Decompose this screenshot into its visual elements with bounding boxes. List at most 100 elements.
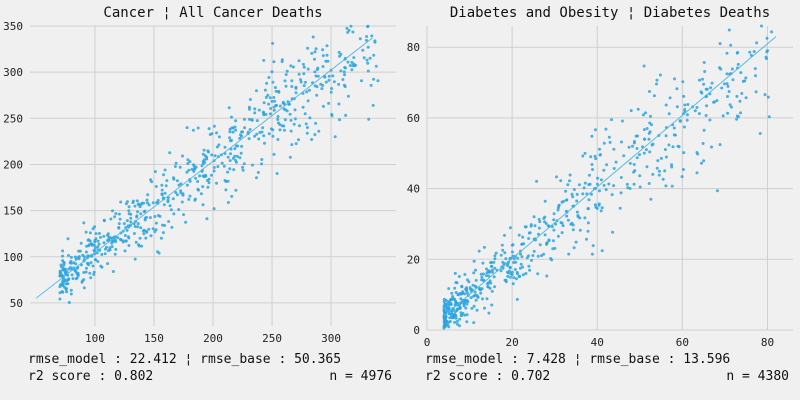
scatter-point [242,162,246,166]
scatter-point [200,164,204,168]
scatter-point [231,126,235,130]
scatter-point [493,254,497,258]
scatter-point [598,147,601,151]
scatter-point [94,237,98,241]
scatter-point [121,239,125,243]
scatter-point [299,80,303,84]
scatter-point [529,224,533,228]
scatter-point [683,108,687,111]
scatter-point [477,249,481,253]
scatter-point [521,273,525,277]
scatter-point [442,300,446,304]
scatter-point [593,128,597,132]
scatter-point [535,179,539,183]
scatter-point [705,104,709,108]
scatter-point [125,228,129,232]
scatter-point [84,250,88,254]
scatter-point [721,114,725,118]
scatter-point [693,109,697,113]
scatter-point [371,103,375,107]
scatter-point [464,306,468,310]
x-tick-label: 0 [424,336,431,349]
scatter-point [248,117,251,121]
scatter-point [486,282,490,286]
scatter-point [480,275,484,279]
scatter-point [555,175,558,179]
scatter-point [453,271,457,275]
scatter-point [463,292,467,296]
scatter-point [271,41,275,45]
scatter-point [113,252,117,256]
scatter-point [151,201,155,205]
scatter-point [64,288,68,291]
scatter-point [82,221,86,225]
scatter-point [597,202,601,206]
scatter-point [187,168,191,172]
scatter-point [58,269,62,273]
scatter-point [175,193,179,197]
scatter-point [641,145,644,149]
scatter-point [299,78,302,82]
scatter-point [202,158,206,162]
scatter-point [131,199,135,203]
scatter-point [587,173,591,177]
scatter-point [452,297,456,301]
scatter-point [735,117,739,121]
scatter-point [673,77,676,81]
scatter-point [61,254,65,258]
scatter-point [352,56,356,60]
scatter-point [493,285,497,289]
scatter-point [664,103,668,107]
scatter-point [111,270,115,273]
scatter-point [330,114,334,118]
scatter-point [453,310,457,314]
scatter-point [228,130,232,134]
scatter-point [172,212,176,216]
scatter-point [512,261,516,264]
scatter-point [590,163,594,166]
scatter-point [767,115,771,119]
scatter-point [196,126,200,130]
scatter-point [88,231,92,235]
scatter-point [303,80,307,84]
scatter-point [647,182,651,185]
scatter-point [207,181,211,185]
scatter-point [272,60,276,64]
scatter-point [362,56,366,60]
scatter-point [702,128,706,132]
scatter-point [69,255,73,259]
scatter-point [702,61,706,64]
scatter-point [591,244,595,248]
scatter-point [144,236,148,240]
scatter-point [330,87,334,90]
scatter-point [201,185,205,189]
scatter-point [270,70,274,74]
scatter-point [537,226,541,230]
scatter-point [266,93,270,97]
scatter-point [683,103,687,107]
scatter-point [306,67,310,71]
scatter-point [205,157,209,161]
scatter-point [651,172,655,176]
scatter-point [575,210,579,214]
scatter-point [174,161,178,165]
scatter-point [510,273,514,277]
scatter-point [556,234,560,238]
scatter-point [172,176,175,180]
scatter-point [119,200,123,204]
scatter-point [260,162,263,166]
scatter-point [661,177,665,181]
scatter-point [566,218,570,222]
scatter-point [316,74,320,78]
scatter-point [565,214,569,218]
scatter-point [212,124,216,128]
scatter-point [145,215,148,219]
scatter-point [715,99,719,103]
scatter-point [499,253,503,257]
scatter-point [368,56,372,60]
scatter-point [608,140,612,144]
scatter-point [61,283,65,287]
scatter-point [147,227,151,231]
scatter-point [453,286,457,290]
scatter-point [652,94,656,98]
